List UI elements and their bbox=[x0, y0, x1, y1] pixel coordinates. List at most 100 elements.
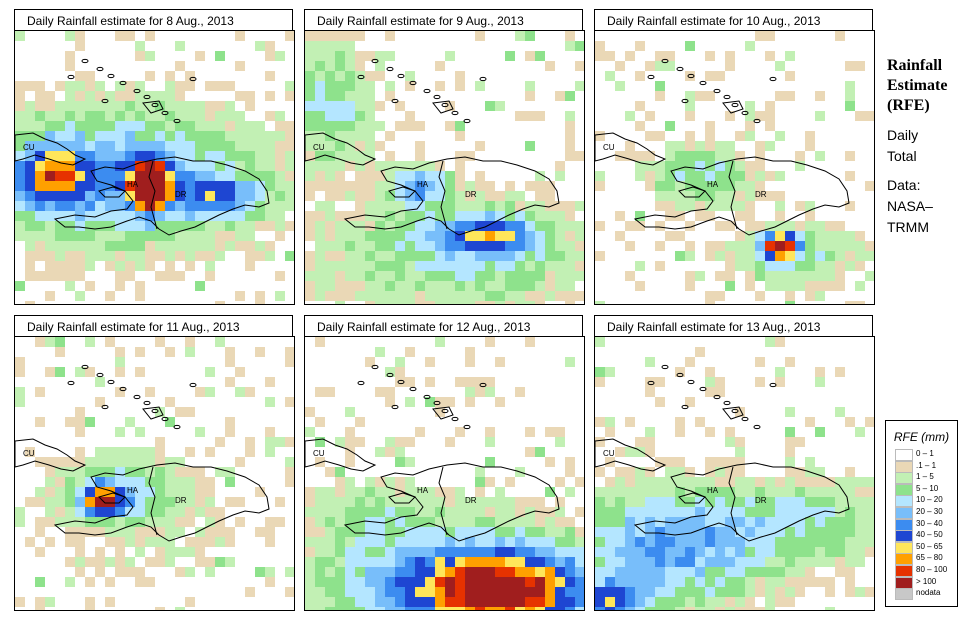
rainfall-cell bbox=[125, 171, 135, 181]
rainfall-cell bbox=[185, 261, 195, 271]
bahamas-islet bbox=[386, 66, 394, 72]
rainfall-cell bbox=[415, 121, 425, 131]
rainfall-cell bbox=[695, 141, 705, 151]
rainfall-cell bbox=[725, 201, 735, 211]
rainfall-cell bbox=[275, 171, 285, 181]
rainfall-cell bbox=[235, 191, 245, 201]
rainfall-cell bbox=[815, 547, 825, 557]
rainfall-cell bbox=[145, 477, 155, 487]
rainfall-cell bbox=[675, 417, 685, 427]
rainfall-cell bbox=[675, 607, 685, 610]
rainfall-cell bbox=[305, 171, 315, 181]
rainfall-cell bbox=[375, 347, 385, 357]
rainfall-cell bbox=[755, 517, 765, 527]
rainfall-cell bbox=[65, 231, 75, 241]
rainfall-cell bbox=[655, 201, 665, 211]
rainfall-cell bbox=[335, 161, 345, 171]
rainfall-cell bbox=[845, 151, 855, 161]
rainfall-cell bbox=[475, 271, 485, 281]
rainfall-cell bbox=[135, 51, 145, 61]
rainfall-cell bbox=[75, 41, 85, 51]
rainfall-cell bbox=[455, 567, 465, 577]
rainfall-cell bbox=[155, 487, 165, 497]
rainfall-cell bbox=[575, 477, 584, 487]
rainfall-cell bbox=[455, 221, 465, 231]
rainfall-cell bbox=[485, 337, 495, 347]
rainfall-cell bbox=[445, 597, 455, 607]
rainfall-cell bbox=[485, 577, 495, 587]
rainfall-cell bbox=[325, 121, 335, 131]
panel-title: Daily Rainfall estimate for 8 Aug., 2013 bbox=[14, 9, 293, 31]
rainfall-cell bbox=[15, 221, 25, 231]
rainfall-cell bbox=[605, 607, 615, 610]
rainfall-cell bbox=[265, 201, 275, 211]
rainfall-cell bbox=[505, 557, 515, 567]
rainfall-cell bbox=[745, 251, 755, 261]
rainfall-cell bbox=[375, 587, 385, 597]
rainfall-cell bbox=[835, 527, 845, 537]
cuba-label: CU bbox=[23, 449, 35, 458]
rainfall-cell bbox=[455, 231, 465, 241]
rainfall-cell bbox=[75, 101, 85, 111]
rainfall-cell bbox=[85, 71, 95, 81]
rainfall-cell bbox=[275, 437, 285, 447]
rainfall-cell bbox=[415, 221, 425, 231]
rainfall-cell bbox=[535, 221, 545, 231]
rainfall-cell bbox=[85, 141, 95, 151]
rainfall-cell bbox=[155, 467, 165, 477]
rainfall-cell bbox=[675, 497, 685, 507]
rainfall-cell bbox=[505, 597, 515, 607]
rainfall-cell bbox=[865, 587, 874, 597]
rainfall-cell bbox=[745, 241, 755, 251]
rainfall-cell bbox=[405, 517, 415, 527]
coastlines bbox=[305, 58, 560, 236]
rainfall-cell bbox=[855, 527, 865, 537]
rainfall-cell bbox=[805, 131, 815, 141]
rainfall-cell bbox=[195, 497, 205, 507]
rainfall-cell bbox=[575, 151, 584, 161]
rainfall-cell bbox=[745, 607, 755, 610]
rainfall-cell bbox=[655, 497, 665, 507]
rainfall-cell bbox=[155, 211, 165, 221]
rainfall-cell bbox=[315, 597, 325, 607]
rainfall-cell bbox=[755, 507, 765, 517]
rainfall-cell bbox=[765, 557, 775, 567]
rainfall-cell bbox=[415, 597, 425, 607]
rainfall-cell bbox=[15, 121, 25, 131]
rainfall-cell bbox=[15, 231, 25, 241]
rainfall-cell bbox=[335, 131, 345, 141]
rainfall-cell bbox=[375, 71, 385, 81]
rainfall-cell bbox=[855, 251, 865, 261]
rainfall-cell bbox=[705, 487, 715, 497]
rainfall-cell bbox=[765, 477, 775, 487]
rainfall-cell bbox=[625, 567, 635, 577]
rainfall-cell bbox=[775, 597, 785, 607]
rainfall-cell bbox=[565, 41, 575, 51]
rainfall-cell bbox=[215, 517, 225, 527]
rainfall-cell bbox=[65, 51, 75, 61]
rainfall-cell bbox=[265, 397, 275, 407]
rainfall-cell bbox=[165, 497, 175, 507]
rainfall-cell bbox=[525, 427, 535, 437]
rainfall-cell bbox=[735, 437, 745, 447]
rainfall-cell bbox=[105, 527, 115, 537]
rainfall-cell bbox=[425, 181, 435, 191]
rainfall-cell bbox=[835, 487, 845, 497]
haiti-dr-border bbox=[728, 466, 738, 536]
rainfall-cell bbox=[115, 271, 125, 281]
rainfall-cell bbox=[255, 121, 265, 131]
rainfall-cell bbox=[685, 221, 695, 231]
rainfall-cell bbox=[195, 281, 205, 291]
rainfall-cell bbox=[155, 537, 165, 547]
rainfall-cell bbox=[835, 537, 845, 547]
rainfall-cell bbox=[425, 517, 435, 527]
rainfall-cell bbox=[325, 577, 335, 587]
rainfall-cell bbox=[695, 161, 705, 171]
rainfall-cell bbox=[275, 191, 285, 201]
rainfall-cell bbox=[525, 271, 535, 281]
rainfall-cell bbox=[515, 201, 525, 211]
rainfall-cell bbox=[415, 507, 425, 517]
bahamas-islet bbox=[647, 74, 655, 80]
rainfall-cell bbox=[165, 151, 175, 161]
rainfall-cell bbox=[325, 527, 335, 537]
